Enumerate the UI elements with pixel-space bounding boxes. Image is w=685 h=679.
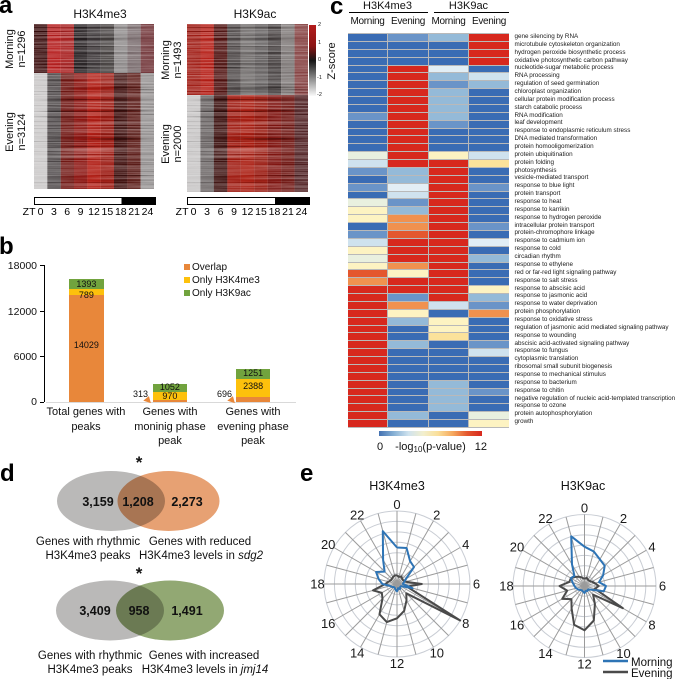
svg-text:958: 958: [129, 604, 150, 618]
svg-text:Genes with rhythmic: Genes with rhythmic: [38, 650, 142, 662]
svg-text:4: 4: [648, 540, 655, 555]
svg-text:22: 22: [350, 508, 364, 523]
svg-text:6: 6: [473, 577, 480, 592]
svg-text:H3K4me3 peaks: H3K4me3 peaks: [47, 664, 132, 676]
svg-text:*: *: [136, 455, 143, 472]
svg-text:1,208: 1,208: [122, 495, 153, 509]
svg-text:H3K4me3 levels in sdg2: H3K4me3 levels in sdg2: [139, 550, 264, 562]
svg-text:*: *: [136, 564, 143, 583]
svg-text:2,273: 2,273: [171, 495, 202, 509]
svg-text:10: 10: [430, 645, 444, 660]
svg-text:14: 14: [538, 646, 552, 661]
svg-text:18: 18: [310, 577, 324, 592]
svg-text:H3K4me3: H3K4me3: [369, 479, 425, 493]
svg-text:4: 4: [462, 537, 469, 552]
svg-text:Morning: Morning: [631, 657, 673, 669]
svg-text:Genes with rhythmic: Genes with rhythmic: [36, 536, 140, 548]
svg-text:8: 8: [648, 618, 655, 633]
svg-text:Evening: Evening: [631, 668, 673, 679]
svg-text:3,159: 3,159: [82, 495, 113, 509]
svg-text:22: 22: [538, 511, 552, 526]
svg-text:10: 10: [616, 646, 630, 661]
svg-text:18: 18: [499, 579, 513, 594]
svg-text:20: 20: [321, 537, 335, 552]
svg-text:12: 12: [390, 656, 404, 671]
svg-text:0: 0: [581, 501, 588, 516]
svg-text:Genes with reduced: Genes with reduced: [149, 536, 251, 548]
svg-text:12: 12: [577, 657, 591, 672]
svg-text:8: 8: [462, 616, 469, 631]
svg-text:6: 6: [659, 579, 666, 594]
svg-text:16: 16: [510, 618, 524, 633]
svg-text:2: 2: [433, 508, 440, 523]
svg-text:H3K4me3 levels in jmj14: H3K4me3 levels in jmj14: [142, 664, 269, 676]
svg-text:H3K4me3 peaks: H3K4me3 peaks: [45, 550, 130, 562]
svg-text:2: 2: [620, 511, 627, 526]
svg-text:1,491: 1,491: [171, 604, 202, 618]
svg-text:20: 20: [510, 540, 524, 555]
svg-text:Genes with increased: Genes with increased: [149, 650, 260, 662]
svg-text:3,409: 3,409: [79, 604, 110, 618]
svg-text:0: 0: [393, 497, 400, 512]
svg-text:16: 16: [321, 616, 335, 631]
svg-text:H3K9ac: H3K9ac: [561, 479, 605, 493]
svg-text:14: 14: [350, 645, 364, 660]
